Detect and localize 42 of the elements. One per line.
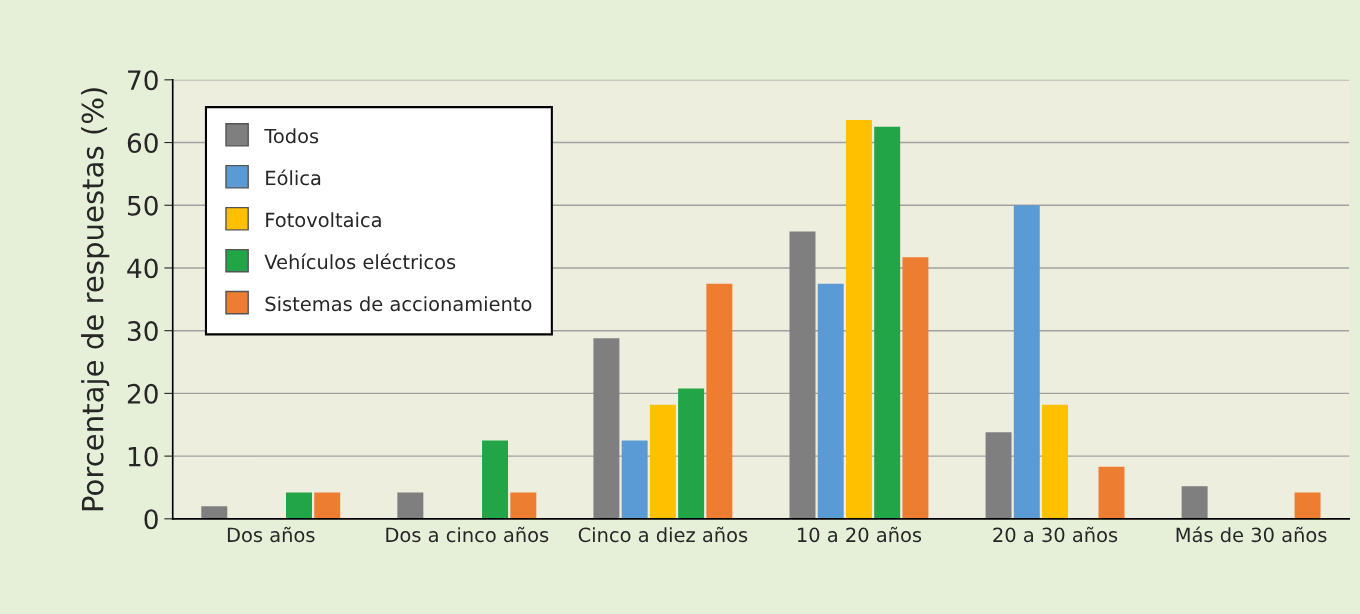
x-tick-label: Más de 30 años: [1176, 526, 1327, 543]
bar: [678, 388, 705, 519]
legend-label: Eólica: [266, 169, 321, 186]
bar: [510, 492, 537, 519]
x-tick-label: Cinco a diez años: [578, 526, 748, 543]
y-tick-label: 30: [127, 321, 158, 342]
y-tick-label: 0: [144, 509, 158, 530]
bar: [482, 440, 509, 519]
legend-label: Todos: [264, 128, 319, 144]
bar: [985, 432, 1012, 519]
bar: [874, 126, 901, 519]
bar: [201, 506, 228, 519]
x-tick-label: Dos años: [227, 526, 315, 543]
legend-label: Fotovoltaica: [266, 212, 381, 228]
bar: [286, 492, 312, 519]
bar: [1042, 404, 1069, 519]
y-tick-label: 70: [128, 70, 158, 91]
bar: [621, 440, 648, 519]
legend-label: Sistemas de accionamiento: [265, 296, 532, 312]
y-tick-label: 50: [127, 195, 158, 216]
bar: [817, 283, 844, 519]
bar: [1294, 492, 1321, 519]
bar: [902, 257, 929, 519]
bar: [649, 404, 676, 519]
x-tick-label: Dos a cinco años: [386, 526, 549, 543]
y-tick-label: 10: [128, 446, 158, 467]
bar: [789, 231, 816, 519]
bar: [397, 492, 424, 519]
legend-label: Vehículos eléctricos: [264, 253, 456, 270]
bar: [1181, 486, 1208, 519]
bar: [593, 338, 620, 519]
bar: [845, 119, 872, 519]
x-tick-label: 10 a 20 años: [797, 526, 922, 543]
x-tick-label: 20 a 30 años: [993, 526, 1118, 543]
y-tick-label: 40: [127, 258, 158, 279]
y-tick-label: 20: [127, 383, 158, 404]
bar: [1098, 466, 1125, 519]
bar: [1013, 205, 1040, 519]
bar: [314, 492, 341, 519]
y-axis-title: Porcentaje de respuestas (%): [81, 88, 110, 511]
bar: [706, 283, 733, 519]
y-tick-label: 60: [127, 132, 158, 153]
